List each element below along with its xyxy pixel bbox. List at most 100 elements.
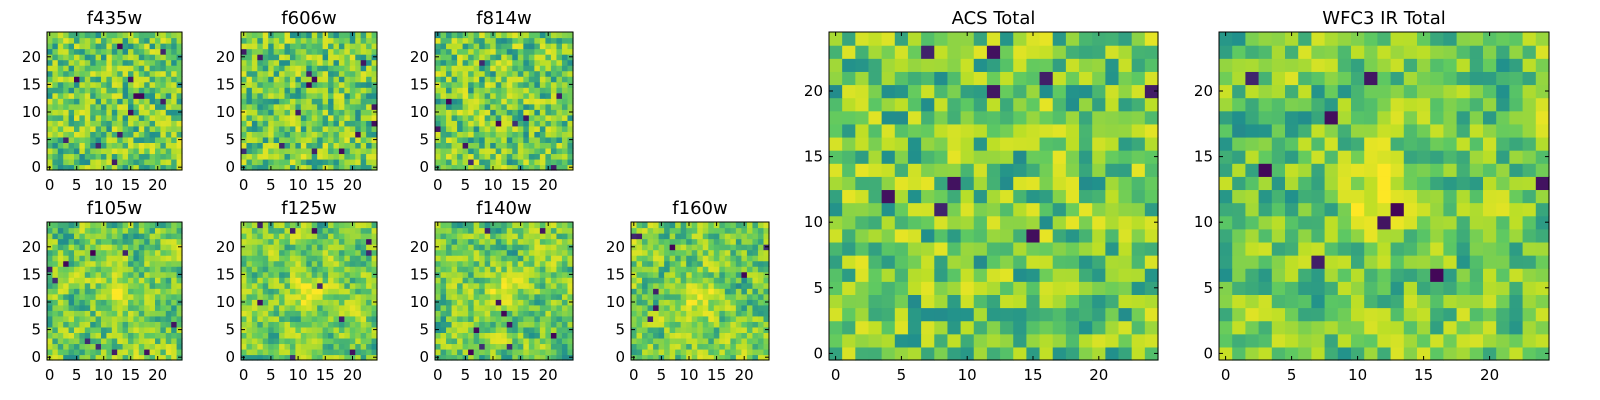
heatmap-cell [523,65,530,72]
heatmap-cell [349,315,356,322]
heatmap-cell [322,125,329,132]
heatmap-cell [730,277,737,284]
heatmap-cell [724,354,731,361]
heatmap-cell [1131,176,1146,191]
heatmap-cell [371,70,378,77]
heatmap-cell [763,249,770,256]
heatmap-cell [435,59,442,66]
heatmap-cell [63,282,70,289]
heatmap-cell [730,238,737,245]
heatmap-cell [338,103,345,110]
heatmap-cell [111,266,118,273]
heatmap-cell [144,238,151,245]
heatmap-cell [528,70,535,77]
heatmap-cell [295,125,302,132]
heatmap-cell [295,332,302,339]
heatmap-cell [311,282,318,289]
heatmap-cell [63,37,70,44]
heatmap-cell [268,326,275,333]
heatmap-cell [479,271,486,278]
heatmap-cell [371,255,378,262]
heatmap-cell [561,277,569,284]
heatmap-cell [468,337,475,345]
heatmap-cell [95,304,102,311]
heatmap-cell [1052,163,1067,177]
heatmap-cell [47,260,53,267]
heatmap-cell [366,354,373,361]
heatmap-cell [647,348,654,356]
heatmap-cell [1118,241,1133,256]
heatmap-cell [106,238,113,245]
heatmap-cell [63,326,70,333]
heatmap-cell [273,164,280,171]
heatmap-cell [117,288,124,295]
heatmap-cell [246,65,253,72]
heatmap-cell [763,277,770,284]
heatmap-cell [74,70,80,77]
heatmap-cell [479,125,486,132]
heatmap-cell [691,354,698,361]
heatmap-cell [451,92,458,99]
heatmap-cell [257,32,264,39]
heatmap-cell [349,65,356,72]
heatmap-cell [561,103,569,110]
heatmap-cell [763,238,770,245]
heatmap-cell [355,282,362,289]
heatmap-cell [1144,228,1159,243]
heatmap-cell [246,348,253,356]
heatmap-cell [262,32,269,39]
heatmap-cell [74,255,80,262]
heatmap-cell [757,326,765,333]
heatmap-cell [501,109,508,116]
heatmap-cell [338,238,345,245]
heatmap-cell [257,354,264,361]
heatmap-cell [440,32,447,39]
heatmap-cell [133,321,140,328]
heatmap-cell [1079,215,1093,230]
heatmap-cell [539,92,546,99]
heatmap-cell [171,293,178,300]
heatmap-cell [1065,281,1080,295]
heatmap-cell [246,299,253,306]
heatmap-cell [138,48,145,55]
heatmap-cell [440,315,447,322]
heatmap-cell [79,32,86,39]
heatmap-cell [675,315,682,322]
heatmap-cell [333,321,340,328]
heatmap-cell [241,304,248,311]
heatmap-cell [1039,255,1054,269]
heatmap-cell [338,310,345,317]
heatmap-cell [713,326,720,333]
heatmap-cell [440,222,447,229]
heatmap-cell [344,293,351,300]
heatmap-cell [246,277,253,284]
heatmap-cell [567,43,574,50]
heatmap-cell [138,92,145,99]
heatmap-cell [512,348,519,356]
heatmap-cell [561,315,569,322]
heatmap-cell [333,54,340,61]
heatmap-cell [855,294,870,309]
heatmap-cell [631,249,638,256]
x-tick-label: 0 [239,176,249,194]
heatmap-cell [539,326,546,333]
heatmap-cell [512,65,519,72]
heatmap-cell [517,337,524,345]
heatmap-cell [128,98,134,105]
heatmap-cell [501,233,508,240]
heatmap-cell [106,293,113,300]
heatmap-cell [986,215,1001,230]
heatmap-cell [512,32,519,39]
heatmap-cell [746,249,754,256]
heatmap-cell [165,244,172,251]
heatmap-cell [246,244,253,251]
heatmap-cell [730,337,737,345]
heatmap-cell [490,81,497,88]
heatmap-cell [68,65,75,72]
heatmap-cell [724,326,731,333]
heatmap-cell [713,266,720,273]
heatmap-cell [251,227,258,234]
y-tick-label: 15 [606,265,625,283]
heatmap-cell [63,244,70,251]
